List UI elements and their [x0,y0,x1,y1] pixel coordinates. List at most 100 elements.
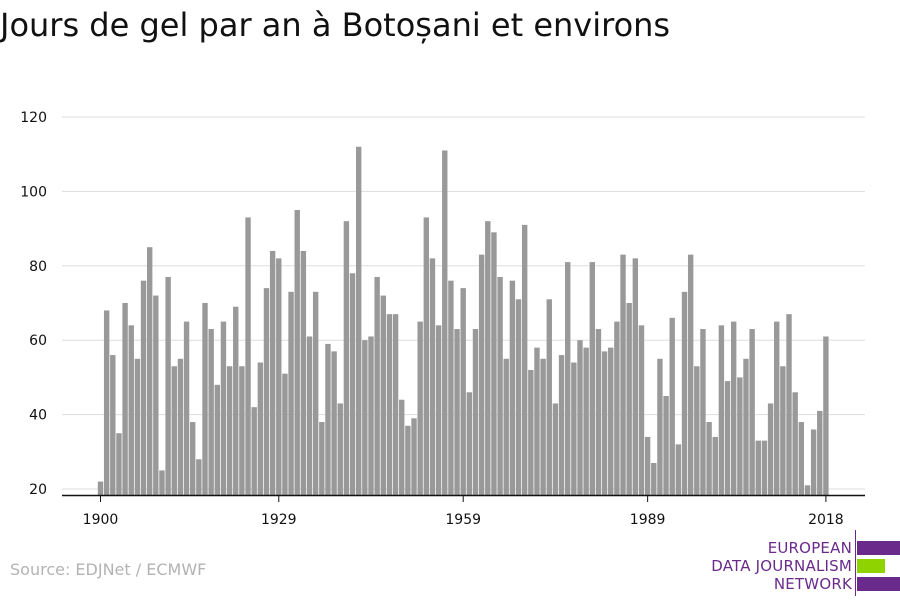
logo-bar-top [857,541,900,555]
bar-1989 [644,436,651,495]
bar-1926 [257,362,264,495]
bar-1940 [343,221,350,495]
logo-bar-middle [857,559,885,573]
bar-1915 [190,422,196,495]
bar-2003 [730,321,737,495]
bar-1956 [442,150,448,496]
bar-1966 [503,358,509,495]
bar-2005 [743,358,749,495]
logo-line-2: DATA JOURNALISM [711,557,852,575]
bar-1982 [601,351,608,495]
bar-1965 [497,276,503,495]
bar-1930 [282,373,288,495]
x-tick-label: 1989 [630,512,666,528]
x-tick-label: 1959 [445,512,481,528]
bar-1976 [565,262,571,495]
bar-1993 [669,317,675,495]
x-tick-label: 1900 [83,512,119,528]
y-tick-label: 120 [20,110,47,126]
bar-1974 [552,403,559,495]
bar-1952 [417,321,423,495]
bar-1971 [534,347,540,495]
bar-2015 [804,485,811,495]
bar-1948 [392,314,399,495]
bar-1902 [110,355,116,495]
bar-2000 [712,436,718,495]
logo-line-3: NETWORK [773,575,852,593]
bar-1937 [325,343,331,495]
bar-1970 [528,369,534,495]
bar-2017 [817,410,823,495]
y-axis-ticks: 20 40 60 80 100 120 [20,110,47,498]
bar-1943 [362,340,368,495]
bar-1999 [706,422,712,495]
bar-1953 [423,217,430,495]
bar-1998 [700,329,706,495]
bar-1920 [220,321,227,495]
bar-1947 [386,314,393,495]
bar-1981 [595,329,602,495]
bar-1990 [651,462,657,495]
bar-1969 [521,224,528,495]
bar-1904 [122,303,128,495]
bar-2011 [780,366,786,495]
bar-1958 [454,329,460,495]
bar-1988 [638,325,645,495]
bar-1932 [294,210,300,495]
bar-1968 [515,299,522,495]
bar-2010 [774,321,780,495]
bar-1934 [306,336,313,495]
bar-1924 [245,217,251,495]
bar-1995 [681,291,688,495]
bar-1980 [589,262,595,495]
bar-2018 [823,336,829,495]
bar-2006 [749,329,755,495]
x-tick-label: 1929 [261,512,297,528]
bar-1964 [491,232,497,495]
bar-1992 [663,396,669,495]
logo-divider [855,530,856,596]
bar-1972 [540,358,546,495]
bar-1991 [657,358,663,495]
bar-1986 [626,303,632,495]
bar-1955 [435,325,442,495]
bar-1907 [140,280,147,495]
bar-1979 [583,347,589,495]
bar-1933 [300,250,307,495]
bar-1975 [558,355,565,495]
bar-1951 [411,418,417,495]
bar-1978 [577,340,583,495]
bars [97,146,829,496]
x-axis: 1900 1929 1959 1989 2018 [62,494,865,528]
bar-1914 [183,321,190,495]
bar-1905 [128,325,134,495]
bar-1957 [448,280,454,495]
bar-2002 [724,381,731,495]
chart-title: Jours de gel par an à Botoșani et enviro… [0,6,671,44]
bar-1938 [331,351,337,495]
bar-1949 [399,399,405,495]
bar-1977 [571,362,577,495]
bar-1901 [103,310,110,495]
bar-1909 [153,295,159,495]
y-tick-label: 20 [29,482,47,498]
bar-1967 [509,280,516,495]
y-tick-label: 60 [29,333,47,349]
bar-1906 [134,358,141,495]
bar-1910 [159,470,165,495]
bar-1911 [165,276,171,495]
x-tick-label: 2018 [808,512,844,528]
bar-1962 [478,254,485,495]
bar-1954 [429,258,436,495]
bar-1900 [97,481,104,495]
bar-1928 [269,250,276,495]
bar-1939 [337,403,343,495]
bar-1960 [466,392,473,495]
bar-1922 [233,306,239,495]
bar-1936 [319,422,325,495]
bar-1994 [675,444,682,495]
bar-1935 [312,291,319,495]
bar-1959 [460,288,466,495]
bar-1913 [177,358,184,495]
bar-1997 [694,366,700,495]
